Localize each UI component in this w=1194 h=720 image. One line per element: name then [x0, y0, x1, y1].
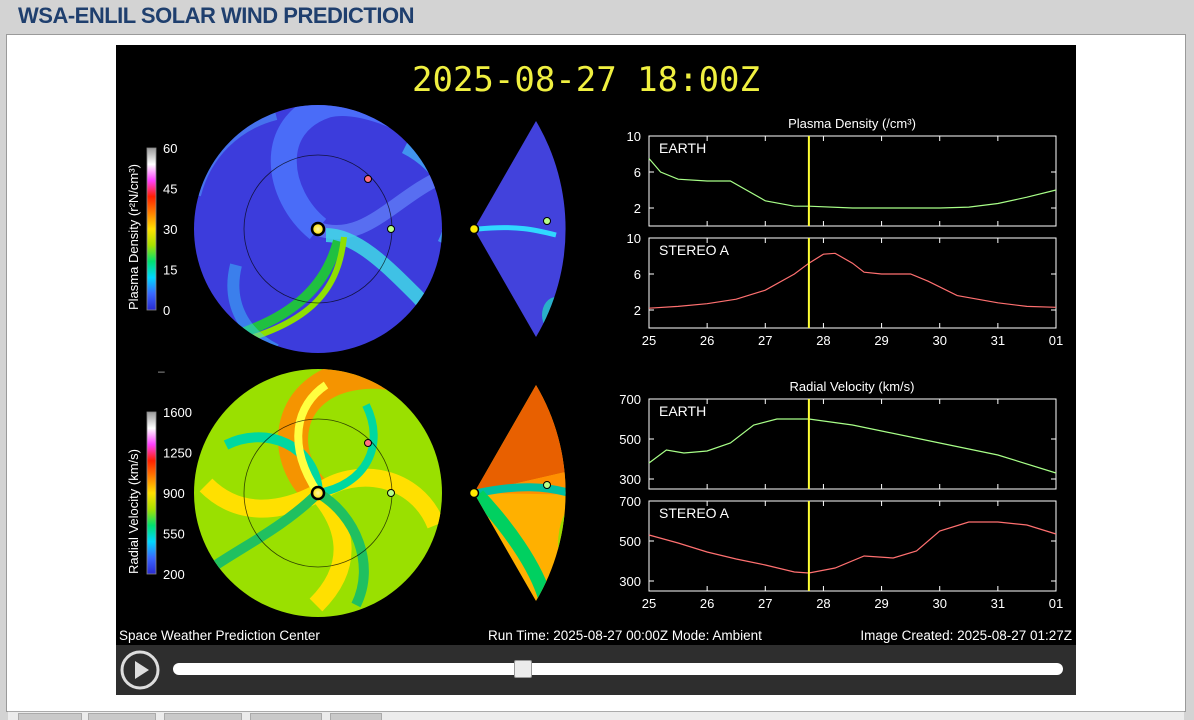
y-tick-label: 6	[634, 267, 641, 282]
x-tick-label: 26	[700, 333, 714, 348]
density-colorbar: Plasma Density (r²N/cm³) 60 45 30 15 0	[126, 141, 177, 318]
x-tick-label: 29	[874, 333, 888, 348]
density-colorbar-tick-label: 0	[163, 303, 170, 318]
play-button[interactable]	[119, 649, 161, 691]
velocity-colorbar-tick-label: 200	[163, 567, 185, 582]
bottom-tab[interactable]	[164, 713, 242, 720]
velocity-plot-title: Radial Velocity (km/s)	[790, 379, 915, 394]
x-tick-label: 28	[816, 333, 830, 348]
y-tick-label: 2	[634, 201, 641, 216]
frame-timestamp: 2025-08-27 18:00Z	[412, 60, 760, 100]
plot-series-label: EARTH	[659, 403, 706, 419]
bottom-tab[interactable]	[330, 713, 382, 720]
velocity-meridional-wedge	[468, 385, 566, 601]
density-colorbar-tick-label: 60	[163, 141, 177, 156]
x-tick-label: 01	[1049, 596, 1063, 611]
frame-svg: 2025-08-27 18:00Z	[119, 60, 1072, 643]
series-line	[648, 418, 1057, 474]
density-equatorial-disk	[194, 105, 442, 353]
page-title: WSA-ENLIL SOLAR WIND PREDICTION	[18, 3, 414, 28]
y-tick-label: 500	[619, 534, 641, 549]
x-tick-label: 25	[642, 596, 656, 611]
plot-frame	[648, 398, 1057, 490]
footer-image-created: Image Created: 2025-08-27 01:27Z	[860, 628, 1072, 643]
y-tick-label: 500	[619, 432, 641, 447]
earth-velocity-plot: 700 500 300 EARTH	[619, 392, 1057, 490]
x-tick-label: 31	[991, 596, 1005, 611]
x-tick-label: 28	[816, 596, 830, 611]
velocity-colorbar-tick-label: 900	[163, 486, 185, 501]
velocity-colorbar: Radial Velocity (km/s) 1600 1250 900 550 200	[126, 405, 192, 582]
x-tick-label: 27	[758, 596, 772, 611]
density-colorbar-tick-label: 45	[163, 182, 177, 197]
x-tick-label: 25	[642, 333, 656, 348]
density-colorbar-tick-label: 30	[163, 222, 177, 237]
player-controls	[116, 645, 1076, 695]
bottom-tab[interactable]	[250, 713, 322, 720]
y-tick-label: 6	[634, 165, 641, 180]
density-colorbar-tick-label: 15	[163, 263, 177, 278]
bottom-tab[interactable]	[18, 713, 82, 720]
velocity-colorbar-label: Radial Velocity (km/s)	[126, 449, 141, 574]
y-tick-label: 10	[627, 231, 641, 246]
velocity-colorbar-tick-label: 550	[163, 527, 185, 542]
density-colorbar-label: Plasma Density (r²N/cm³)	[126, 164, 141, 310]
footer-credit: Space Weather Prediction Center	[119, 628, 320, 643]
frame-slider-thumb[interactable]	[513, 660, 532, 678]
y-tick-label: 10	[627, 129, 641, 144]
velocity-colorbar-tick-label: 1600	[163, 405, 192, 420]
plot-frame	[648, 237, 1057, 329]
plot-frame	[648, 135, 1057, 227]
separator-mark: –	[158, 364, 165, 378]
footer-run-time: Run Time: 2025-08-27 00:00Z Mode: Ambien…	[488, 628, 762, 643]
y-tick-label: 2	[634, 303, 641, 318]
series-line	[648, 521, 1057, 574]
frame-slider[interactable]	[173, 660, 1063, 678]
velocity-colorbar-tick-label: 1250	[163, 446, 192, 461]
x-tick-label: 30	[932, 596, 946, 611]
x-tick-label: 26	[700, 596, 714, 611]
bottom-tab[interactable]	[88, 713, 156, 720]
plot-frame	[648, 500, 1057, 592]
stereo-density-plot: 10 6 225 26 27 28 29 30 31 01 STEREO A	[627, 231, 1064, 348]
plot-series-label: EARTH	[659, 140, 706, 156]
x-tick-label: 29	[874, 596, 888, 611]
plot-series-label: STEREO A	[659, 242, 730, 258]
x-tick-label: 01	[1049, 333, 1063, 348]
play-icon	[120, 650, 160, 690]
velocity-equatorial-disk	[194, 369, 442, 617]
earth-density-plot: 10 6 2 EARTH	[627, 129, 1057, 227]
y-tick-label: 700	[619, 494, 641, 509]
density-plot-title: Plasma Density (/cm³)	[788, 116, 916, 131]
y-tick-label: 300	[619, 472, 641, 487]
animation-frame: 2025-08-27 18:00Z	[116, 45, 1076, 645]
x-tick-label: 30	[932, 333, 946, 348]
bottom-tab-bar	[8, 711, 1184, 720]
series-line	[648, 158, 1057, 209]
plot-series-label: STEREO A	[659, 505, 730, 521]
y-tick-label: 700	[619, 392, 641, 407]
y-tick-label: 300	[619, 574, 641, 589]
page-header: WSA-ENLIL SOLAR WIND PREDICTION	[0, 0, 1194, 33]
x-tick-label: 31	[991, 333, 1005, 348]
x-tick-label: 27	[758, 333, 772, 348]
series-line	[648, 252, 1057, 309]
density-meridional-wedge	[468, 121, 566, 337]
